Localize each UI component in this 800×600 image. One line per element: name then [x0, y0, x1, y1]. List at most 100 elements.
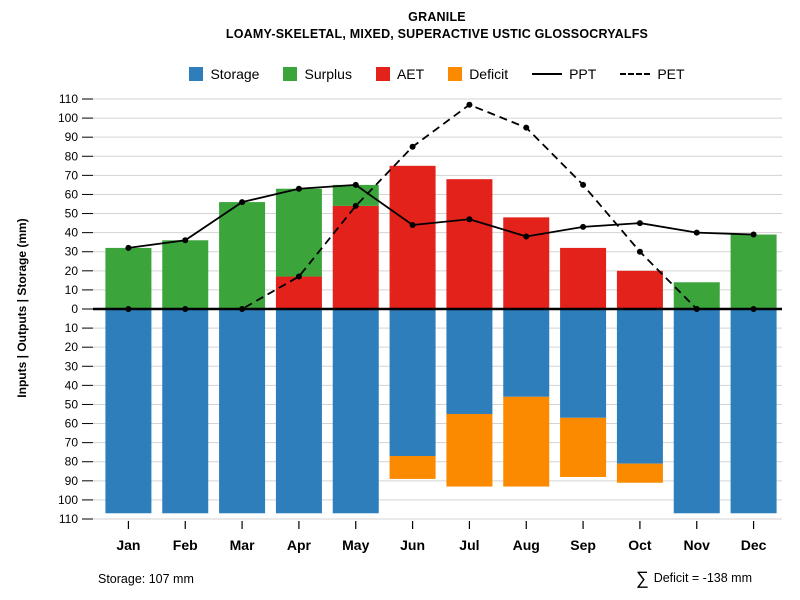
legend-label-ppt: PPT	[569, 66, 597, 82]
marker-pet	[409, 143, 416, 150]
y-tick-label: 90	[65, 130, 79, 144]
bar-aet-jul	[446, 179, 493, 309]
bar-deficit-sep	[560, 417, 607, 478]
bar-deficit-jul	[446, 414, 493, 487]
legend-item-aet: AET	[375, 66, 425, 82]
marker-ppt	[239, 199, 246, 206]
bar-deficit-aug	[503, 396, 550, 487]
month-label-mar: Mar	[230, 537, 255, 553]
legend-item-surplus: Surplus	[283, 66, 352, 82]
bar-storage-sep	[560, 309, 607, 418]
bar-storage-dec	[730, 309, 777, 514]
y-tick-label: 40	[65, 226, 79, 240]
sum-symbol: ∑	[635, 568, 649, 588]
y-tick-label: 50	[65, 207, 79, 221]
bar-aet-sep	[560, 247, 607, 309]
legend-label-pet: PET	[657, 66, 685, 82]
marker-ppt	[352, 181, 359, 188]
legend-label-storage: Storage	[210, 66, 260, 82]
marker-ppt	[466, 216, 473, 223]
legend: Storage Surplus AET Deficit PPT PET	[74, 66, 800, 82]
marker-ppt	[636, 220, 643, 227]
y-tick-label: 60	[65, 187, 79, 201]
marker-pet	[636, 248, 643, 255]
y-tick-label: 100	[58, 111, 78, 125]
bar-storage-feb	[162, 309, 209, 514]
bar-storage-may	[332, 309, 379, 514]
chart-subtitle: LOAMY-SKELETAL, MIXED, SUPERACTIVE USTIC…	[225, 27, 649, 41]
bar-storage-jul	[446, 309, 493, 415]
marker-pet	[295, 273, 302, 280]
bar-deficit-oct	[616, 463, 663, 483]
month-label-sep: Sep	[570, 537, 596, 553]
y-tick-label: 20	[65, 340, 79, 354]
month-label-nov: Nov	[684, 537, 711, 553]
month-label-apr: Apr	[287, 537, 312, 553]
deficit-total: ∑ Deficit = -138 mm	[636, 569, 752, 587]
marker-ppt	[523, 233, 530, 240]
month-label-jul: Jul	[459, 537, 479, 553]
bar-storage-apr	[275, 309, 322, 514]
y-tick-label: 80	[65, 455, 79, 469]
legend-label-deficit: Deficit	[469, 66, 509, 82]
month-label-oct: Oct	[628, 537, 652, 553]
chart-title: GRANILE	[408, 10, 466, 24]
marker-pet	[523, 124, 530, 131]
bar-aet-oct	[616, 270, 663, 309]
bar-aet-apr	[275, 276, 322, 309]
marker-pet	[125, 306, 132, 312]
bar-aet-jun	[389, 165, 436, 309]
legend-label-surplus: Surplus	[304, 66, 352, 82]
marker-pet	[466, 101, 473, 108]
legend-item-deficit: Deficit	[448, 66, 508, 82]
pet-swatch-icon	[620, 73, 651, 75]
bar-surplus-jan	[105, 247, 152, 309]
legend-item-storage: Storage	[189, 66, 259, 82]
ppt-swatch-icon	[532, 73, 563, 75]
marker-pet	[580, 181, 587, 188]
y-tick-label: 110	[59, 92, 78, 106]
bar-surplus-apr	[275, 188, 322, 277]
marker-pet	[693, 306, 700, 312]
bar-surplus-may	[332, 184, 379, 206]
y-axis-label: Inputs | Outputs | Storage (mm)	[15, 218, 29, 398]
aet-swatch-icon	[375, 67, 390, 81]
legend-label-aet: AET	[396, 66, 425, 82]
y-tick-label: 110	[59, 512, 78, 526]
bar-storage-nov	[673, 309, 720, 514]
y-tick-label: 40	[65, 378, 79, 392]
month-label-jun: Jun	[400, 537, 425, 553]
month-label-feb: Feb	[173, 537, 198, 553]
bar-storage-jan	[105, 309, 152, 514]
month-label-may: May	[342, 537, 369, 553]
y-tick-label: 30	[65, 359, 79, 373]
legend-item-ppt: PPT	[532, 66, 596, 82]
bar-storage-jun	[389, 309, 436, 457]
y-tick-label: 50	[65, 397, 79, 411]
y-tick-label: 10	[65, 283, 79, 297]
month-label-jan: Jan	[116, 537, 140, 553]
y-tick-label: 20	[65, 264, 79, 278]
marker-ppt	[295, 185, 302, 192]
y-tick-label: 30	[65, 245, 79, 259]
legend-item-pet: PET	[620, 66, 685, 82]
bar-surplus-mar	[219, 202, 266, 309]
marker-ppt	[125, 244, 132, 251]
line-pet	[128, 103, 754, 310]
bar-deficit-jun	[389, 456, 436, 479]
y-tick-label: 0	[71, 302, 78, 316]
bar-surplus-dec	[730, 234, 777, 309]
marker-ppt	[409, 221, 416, 228]
bar-storage-oct	[616, 309, 663, 464]
storage-total: Storage: 107 mm	[98, 572, 194, 586]
marker-pet	[750, 306, 757, 312]
bar-storage-mar	[219, 309, 266, 514]
marker-pet	[352, 202, 359, 209]
y-tick-label: 10	[65, 321, 79, 335]
bar-surplus-nov	[673, 282, 720, 309]
deficit-swatch-icon	[448, 67, 463, 81]
y-tick-label: 60	[65, 417, 79, 431]
marker-pet	[182, 306, 189, 312]
bar-aet-may	[332, 205, 379, 309]
